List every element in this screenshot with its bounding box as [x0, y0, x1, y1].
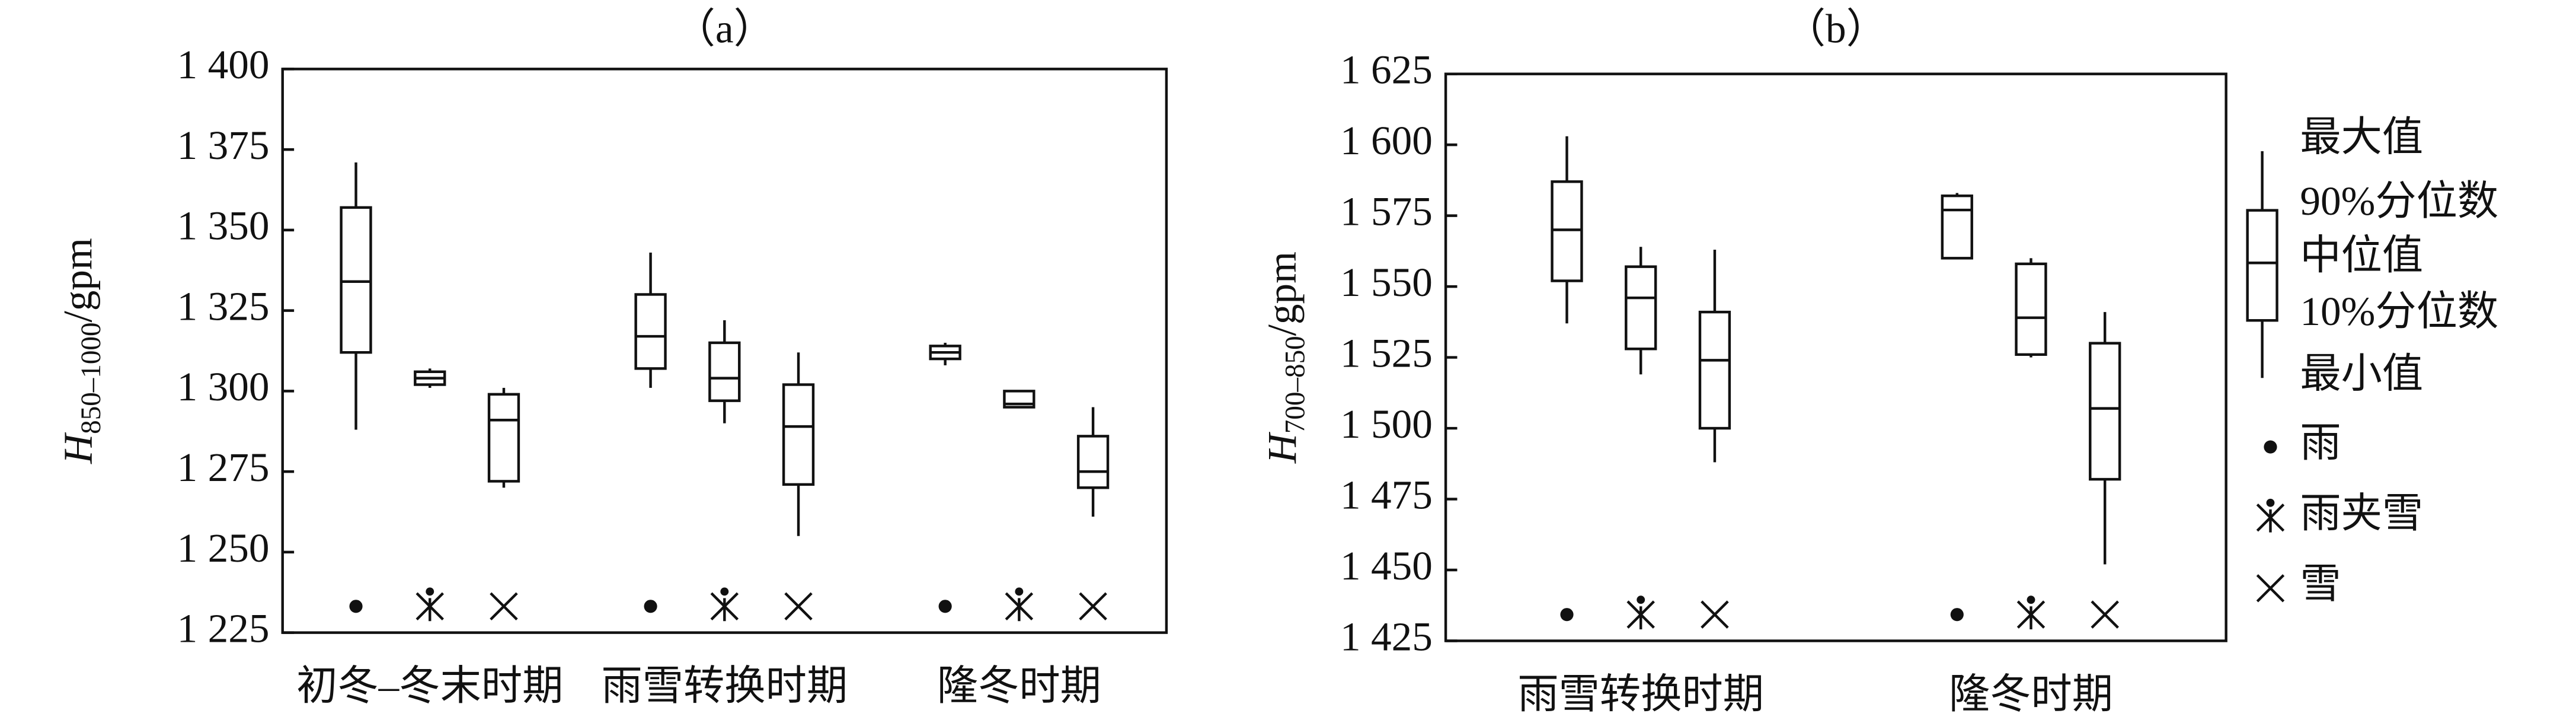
x-tick-label: 隆冬时期: [1949, 671, 2113, 716]
chart-title: （b）: [1785, 5, 1887, 51]
y-tick-label: 1 600: [1340, 117, 1433, 163]
box: [1941, 194, 1973, 260]
box: [1003, 390, 1035, 409]
y-tick-label: 1 225: [177, 606, 270, 651]
box: [2089, 342, 2121, 481]
box: [1625, 265, 1657, 351]
y-tick-label: 1 325: [177, 284, 270, 329]
series-marker: [1701, 600, 1729, 629]
series-marker: [938, 600, 952, 613]
y-label-unit: /gpm: [1259, 251, 1305, 336]
y-tick-label: 1 425: [1340, 613, 1433, 659]
plot-frame: [1444, 72, 2227, 642]
x-tick-label: 初冬–冬末时期: [296, 663, 563, 708]
y-tick-label: 1 275: [177, 444, 270, 490]
legend-label: 雨夹雪: [2300, 491, 2423, 536]
box: [782, 383, 815, 486]
x-tick-label: 雨雪转换时期: [1517, 671, 1764, 716]
x-tick-label: 雨雪转换时期: [601, 663, 848, 708]
series-marker: [1950, 608, 1964, 622]
y-tick-label: 1 350: [177, 203, 270, 249]
y-tick-label: 1 500: [1340, 401, 1433, 447]
chart-title: （a）: [675, 5, 775, 51]
series-marker: [1015, 587, 1024, 596]
x-tick-label: 隆冬时期: [937, 663, 1101, 708]
legend-label: 最小值: [2300, 351, 2423, 396]
series-marker: [2091, 600, 2119, 629]
series-marker: [490, 592, 518, 621]
legend-marker: [2256, 574, 2285, 603]
y-axis-label: H700–850/gpm: [1259, 251, 1311, 464]
box: [340, 206, 372, 354]
series-marker: [1079, 592, 1107, 621]
legend-label: 中位值: [2300, 232, 2423, 278]
y-tick-label: 1 575: [1340, 189, 1433, 234]
series-marker: [720, 587, 729, 596]
box: [634, 293, 667, 370]
legend-label: 雪: [2300, 561, 2341, 607]
box: [1076, 435, 1110, 489]
series-marker: [644, 600, 657, 613]
legend-label: 90%分位数: [2300, 178, 2498, 224]
y-label-subscript: 700–850: [1280, 336, 1311, 434]
series-marker: [426, 587, 434, 596]
y-label-subscript: 850–1000: [76, 322, 107, 434]
series-marker: [349, 600, 363, 613]
box: [1551, 180, 1583, 282]
y-tick-label: 1 525: [1340, 330, 1433, 375]
y-label-symbol: H: [55, 432, 100, 464]
y-tick-label: 1 625: [1340, 47, 1433, 93]
series-marker: [784, 592, 813, 621]
series-marker: [2027, 595, 2035, 604]
y-tick-label: 1 400: [177, 42, 270, 87]
y-label-unit: /gpm: [55, 238, 100, 322]
series-marker: [1560, 608, 1574, 622]
y-tick-label: 1 250: [177, 525, 270, 571]
box: [2015, 262, 2047, 356]
legend-box: [2246, 209, 2278, 322]
y-tick-label: 1 475: [1340, 472, 1433, 517]
y-label-symbol: H: [1259, 431, 1305, 464]
y-axis-label: H850–1000/gpm: [55, 238, 106, 464]
box: [708, 341, 741, 402]
legend-label: 雨: [2300, 419, 2341, 465]
y-tick-label: 1 375: [177, 122, 270, 168]
y-tick-label: 1 450: [1340, 543, 1433, 588]
legend-marker: [2266, 498, 2275, 507]
y-tick-label: 1 550: [1340, 259, 1433, 305]
series-marker: [1637, 595, 1645, 604]
legend-label: 最大值: [2300, 114, 2423, 160]
y-tick-label: 1 300: [177, 364, 270, 409]
box: [487, 393, 520, 483]
legend-label: 10%分位数: [2300, 288, 2498, 334]
plot-frame: [281, 68, 1168, 634]
legend-marker: [2264, 440, 2277, 454]
box: [1698, 310, 1731, 430]
